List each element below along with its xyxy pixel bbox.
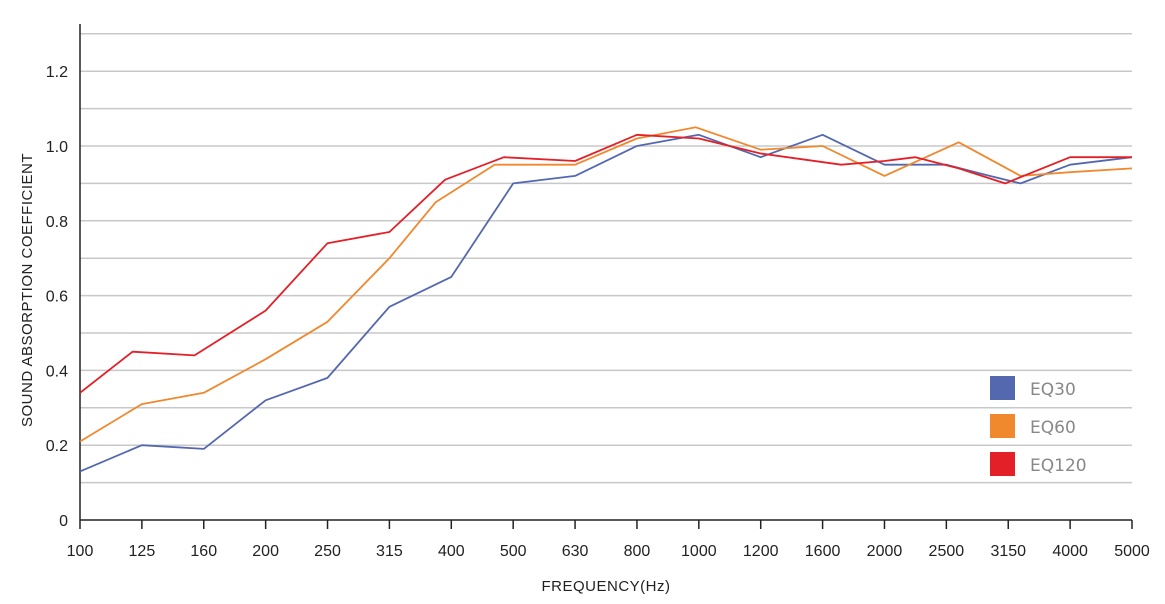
x-tick-label: 200 [252,543,279,560]
x-tick-label: 630 [562,543,589,560]
x-tick-label: 1200 [743,543,779,560]
series-line-eq120 [79,133,1132,394]
x-tick-label: 400 [438,543,465,560]
legend-swatch-eq60 [990,414,1015,438]
x-axis-title: FREQUENCY(Hz) [542,578,671,595]
y-tick-label: 0 [59,513,68,530]
axes [79,24,1132,521]
series-line-eq60 [79,126,1133,443]
x-tick-label: 160 [190,543,217,560]
series-line-eq30 [79,133,1133,473]
legend-swatch-eq120 [990,452,1015,476]
y-tick-label: 0.6 [46,289,68,306]
y-tick-label: 1.2 [46,64,68,81]
x-tick-label: 3150 [990,543,1026,560]
y-axis-title: SOUND ABSORPTION COEFFICIENT [19,153,36,427]
x-tick-label: 2000 [867,543,903,560]
x-tick-label: 2500 [929,543,965,560]
x-tick-label: 800 [624,543,651,560]
legend-label-eq30: EQ30 [1030,380,1076,400]
y-tick-label: 0.4 [46,363,68,380]
legend-label-eq60: EQ60 [1030,418,1076,438]
x-tick-label: 315 [376,543,403,560]
x-tick-label: 500 [500,543,527,560]
x-tick-label: 1600 [805,543,841,560]
x-tick-label: 1000 [681,543,717,560]
x-tick-label: 250 [314,543,341,560]
x-tick-label: 100 [67,543,94,560]
series-lines [79,126,1133,473]
x-tick-label: 4000 [1052,543,1088,560]
gridlines [80,33,1132,484]
x-tick-label: 125 [129,543,156,560]
y-tick-label: 1.0 [46,139,68,156]
x-ticks: 100 125 160 200 250 315 400 500 630 800 1000 1200 16… [67,520,1150,560]
y-ticks: 0 0.2 0.4 0.6 0.8 1.0 1.2 [46,64,68,530]
y-tick-label: 0.2 [46,438,68,455]
y-tick-label: 0.8 [46,214,68,231]
legend-label-eq120: EQ120 [1030,456,1087,476]
legend: EQ30 EQ60 EQ120 [990,376,1087,476]
x-tick-label: 5000 [1114,543,1150,560]
legend-swatch-eq30 [990,376,1015,400]
